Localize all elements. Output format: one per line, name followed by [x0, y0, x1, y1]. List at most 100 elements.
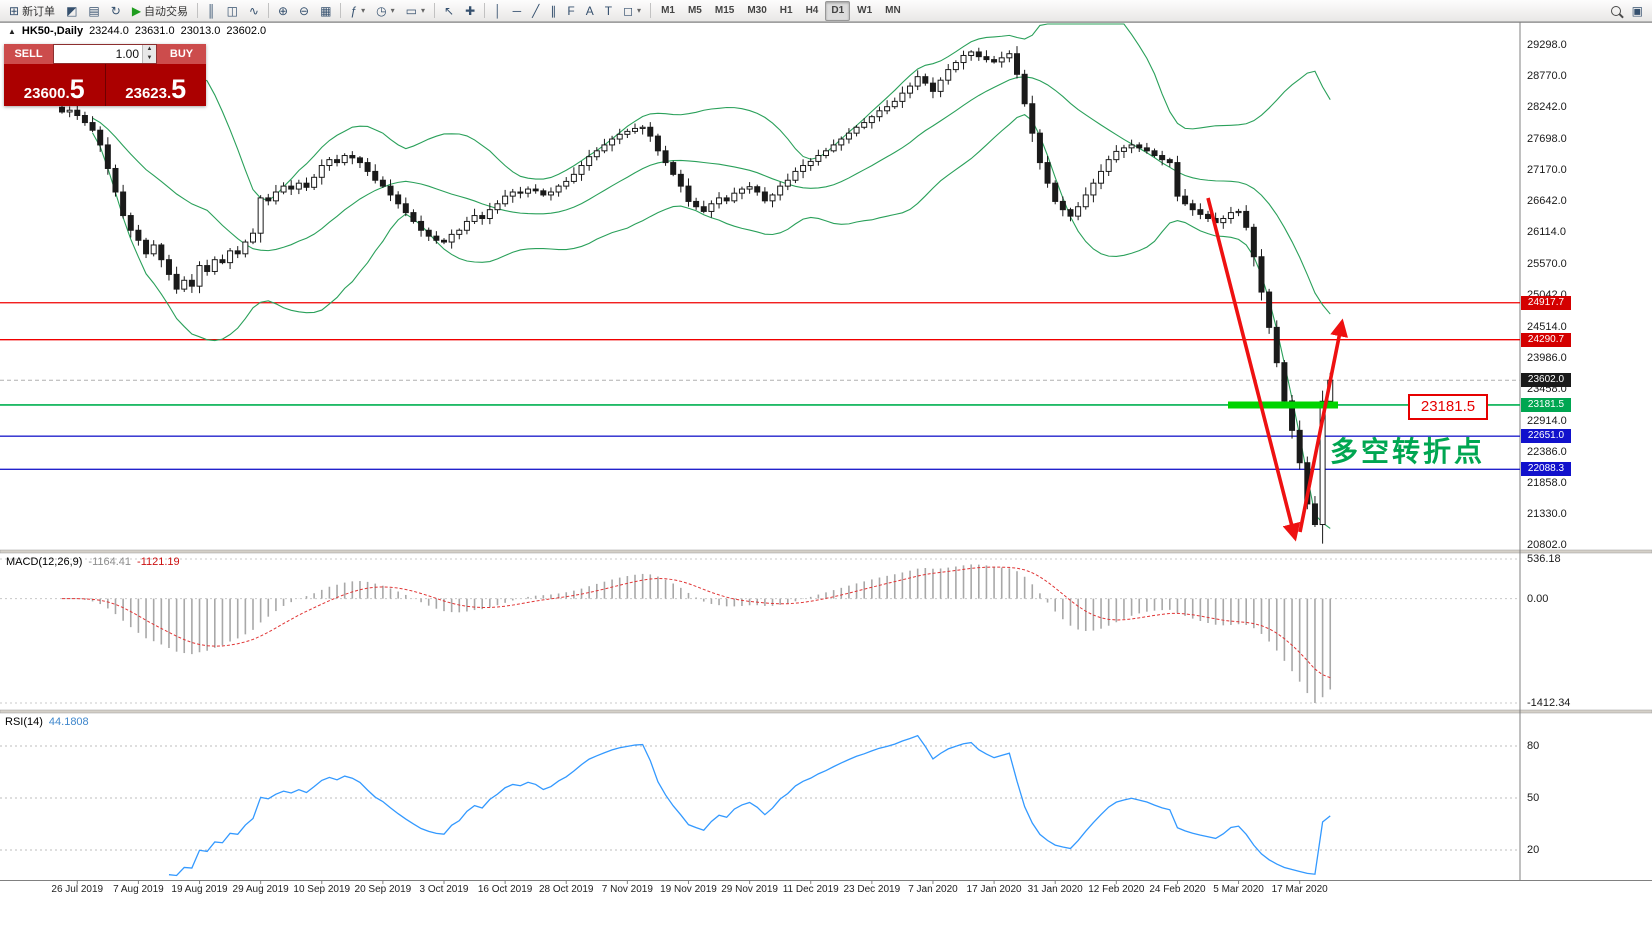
- data-window-icon[interactable]: ▣: [1627, 1, 1648, 21]
- volume-increase-button[interactable]: ▲: [143, 45, 156, 54]
- trend-arrow-down[interactable]: [1206, 197, 1301, 542]
- auto-trading-button-glyph: ▶: [131, 3, 142, 18]
- refresh-icon-glyph: ↻: [110, 3, 121, 18]
- time-axis-date: 26 Jul 2019: [51, 884, 104, 895]
- candle-body: [234, 250, 241, 255]
- timeframe-h1[interactable]: H1: [779, 5, 793, 16]
- channel-icon[interactable]: ∥: [545, 1, 561, 21]
- macd-panel-separator[interactable]: [0, 549, 1652, 554]
- candle-body: [547, 191, 554, 196]
- trade-panel-toggle-icon[interactable]: ▲: [8, 26, 16, 36]
- horizontal-line-icon-glyph: ─: [512, 3, 522, 18]
- periods-icon[interactable]: ◷ ▾: [371, 1, 400, 21]
- price-axis-label: 26642.0: [1527, 195, 1567, 208]
- candle-body: [555, 185, 562, 193]
- price-axis-tag: 22651.0: [1521, 429, 1571, 444]
- time-axis-date: 20 Sep 2019: [354, 884, 412, 895]
- shapes-icon[interactable]: ◻ ▾: [618, 1, 646, 21]
- text-icon[interactable]: A: [581, 1, 599, 21]
- timeframe-w1[interactable]: W1: [857, 5, 873, 16]
- candle-body: [1113, 150, 1120, 161]
- candle-body: [1235, 210, 1242, 214]
- refresh-icon[interactable]: ↻: [106, 1, 126, 21]
- bollinger-lower-band[interactable]: [92, 114, 1331, 529]
- candle-body: [326, 159, 333, 167]
- data-window-icon-glyph: ▣: [1631, 3, 1643, 18]
- crosshair-icon[interactable]: ✚: [460, 1, 480, 21]
- sell-price[interactable]: 23600. 5: [4, 64, 106, 106]
- volume-decrease-button[interactable]: ▼: [143, 54, 156, 63]
- trendline-icon[interactable]: ╱: [527, 1, 544, 21]
- trend-arrow-up[interactable]: [1298, 318, 1349, 533]
- zoom-in-icon[interactable]: ⊕: [273, 1, 293, 21]
- candle-body: [288, 185, 295, 190]
- turning-point-annotation[interactable]: 多空转折点: [1330, 436, 1486, 467]
- sell-button[interactable]: SELL: [4, 44, 53, 64]
- candle-body: [81, 115, 88, 124]
- volume-field[interactable]: 1.00 ▲ ▼: [53, 44, 157, 64]
- zoom-out-icon-glyph: ⊖: [299, 3, 310, 18]
- zoom-out-icon[interactable]: ⊖: [294, 1, 314, 21]
- bar-chart-icon[interactable]: ║: [202, 1, 221, 21]
- timeframe-d1[interactable]: D1: [825, 0, 851, 21]
- one-click-trading-panel: SELL 1.00 ▲ ▼ BUY 23600. 5 23623. 5: [4, 44, 206, 106]
- symbol-search-icon[interactable]: [1606, 1, 1626, 21]
- timeframe-m1[interactable]: M1: [661, 5, 675, 16]
- candle-body: [975, 51, 982, 58]
- price-axis-label: 25570.0: [1527, 258, 1567, 271]
- line-chart-icon[interactable]: ∿: [244, 1, 264, 21]
- periods-icon-glyph: ◷: [376, 3, 387, 18]
- candle-body: [486, 209, 493, 219]
- new-order-button[interactable]: ⊞ 新订单: [4, 1, 60, 21]
- bollinger-middle-band[interactable]: [92, 76, 1331, 315]
- bollinger-upper-band[interactable]: [92, 23, 1331, 202]
- candle-body: [479, 215, 486, 219]
- tile-windows-icon[interactable]: ▦: [315, 1, 336, 21]
- candle-body: [586, 156, 593, 167]
- price-annotation-box[interactable]: 23181.5: [1408, 394, 1488, 420]
- buy-button[interactable]: BUY: [157, 44, 206, 64]
- time-axis-date: 11 Dec 2019: [782, 884, 839, 895]
- timeframe-m5[interactable]: M5: [687, 5, 702, 16]
- candle-body: [173, 273, 180, 290]
- rsi-panel-separator[interactable]: [0, 709, 1652, 714]
- candle-body: [540, 190, 547, 196]
- trendline-icon-glyph: ╱: [532, 3, 540, 18]
- auto-trading-button[interactable]: ▶ 自动交易: [127, 1, 193, 21]
- candle-body: [204, 265, 211, 272]
- candle-body: [1227, 212, 1234, 219]
- templates-icon[interactable]: ▭ ▾: [401, 1, 430, 21]
- macd-axis-label: 536.18: [1527, 553, 1561, 565]
- macd-label: MACD(12,26,9) -1164.41 -1121.19: [6, 556, 180, 568]
- chart-open-value: 23244.0: [89, 25, 129, 37]
- volume-value[interactable]: 1.00: [115, 47, 139, 61]
- indicators-icon[interactable]: ƒ ▾: [345, 1, 370, 21]
- buy-price-pip: 5: [171, 74, 187, 105]
- highlight-bar[interactable]: [1228, 401, 1338, 409]
- candle-body: [1105, 159, 1112, 172]
- time-axis-date: 3 Oct 2019: [419, 884, 469, 895]
- horizontal-line-icon[interactable]: ─: [508, 1, 527, 21]
- candle-body: [991, 59, 998, 63]
- vertical-line-icon[interactable]: │: [489, 1, 507, 21]
- profiles-icon[interactable]: ▤: [83, 1, 104, 21]
- timeframe-h4[interactable]: H4: [805, 5, 819, 16]
- text-icon-glyph: A: [585, 3, 594, 18]
- buy-price[interactable]: 23623. 5: [106, 64, 207, 106]
- timeframe-m15[interactable]: M15: [714, 5, 735, 16]
- candle-body: [356, 157, 363, 164]
- timeframe-mn[interactable]: MN: [885, 5, 901, 16]
- candlestick-chart-icon[interactable]: ◫: [222, 1, 243, 21]
- timeframe-m30[interactable]: M30: [747, 5, 767, 16]
- shapes-icon-glyph: ◻: [623, 3, 634, 18]
- candle-body: [97, 129, 104, 146]
- fibonacci-icon[interactable]: F: [562, 1, 579, 21]
- candle-body: [578, 165, 585, 175]
- cursor-icon[interactable]: ↖: [439, 1, 459, 21]
- candle-body: [1250, 226, 1257, 258]
- candle-body: [318, 165, 325, 178]
- label-icon[interactable]: T: [600, 1, 617, 21]
- new-chart-icon[interactable]: ◩: [61, 1, 82, 21]
